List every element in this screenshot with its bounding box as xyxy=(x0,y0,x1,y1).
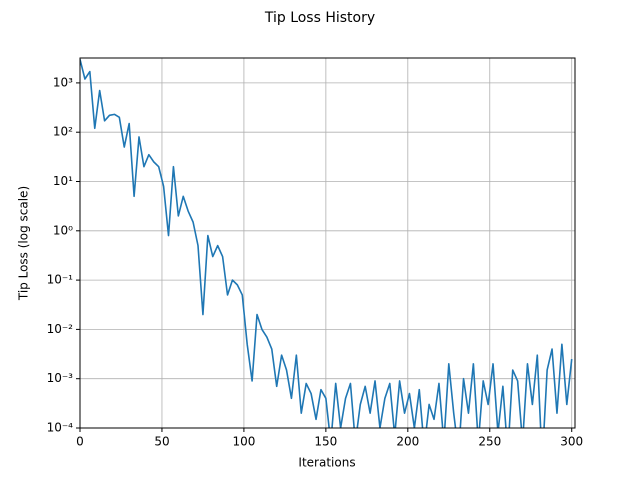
y-tick-label: 10⁰ xyxy=(53,223,73,237)
chart-title: Tip Loss History xyxy=(264,10,375,26)
y-tick-label: 10³ xyxy=(53,75,73,89)
plot-area xyxy=(80,59,573,428)
x-axis-label: Iterations xyxy=(298,456,355,470)
y-tick-label: 10⁻² xyxy=(47,322,74,336)
grid xyxy=(79,58,575,429)
x-tick-label: 200 xyxy=(396,435,419,449)
y-tick-label: 10¹ xyxy=(53,174,73,188)
x-tick-label: 50 xyxy=(154,435,169,449)
x-tick-label: 0 xyxy=(76,435,84,449)
y-tick-label: 10⁻⁴ xyxy=(47,421,74,435)
data-line xyxy=(80,59,573,428)
y-tick-label: 10⁻¹ xyxy=(47,273,74,287)
x-tick-label: 100 xyxy=(232,435,255,449)
y-tick-label: 10² xyxy=(53,125,73,139)
x-tick-label: 300 xyxy=(560,435,583,449)
y-tick-label: 10⁻³ xyxy=(47,371,74,385)
x-tick-label: 250 xyxy=(478,435,501,449)
y-axis-label: Tip Loss (log scale) xyxy=(17,186,31,301)
axes-frame xyxy=(79,57,576,429)
x-tick-label: 150 xyxy=(314,435,337,449)
ticks: 0 50 100 150 200 250 300 10⁻⁴ 10⁻³ 10⁻² 10⁻¹ 10⁰ 10¹… xyxy=(47,75,584,448)
